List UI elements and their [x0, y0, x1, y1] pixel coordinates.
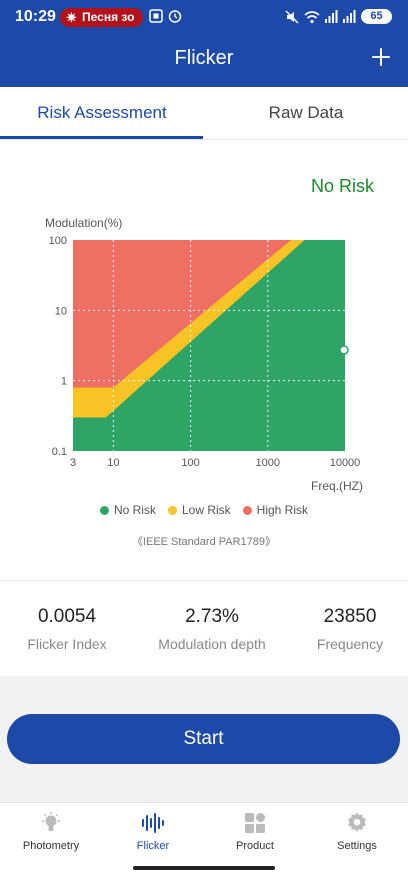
x-tick-label: 10 — [107, 457, 119, 469]
legend-label-low-risk: Low Risk — [181, 503, 231, 517]
y-tick-label: 10 — [55, 305, 67, 317]
x-tick-label: 10000 — [330, 457, 361, 469]
y-tick-label: 0.1 — [52, 446, 67, 458]
signal-icon-2 — [343, 10, 356, 23]
metric-value: 0.0054 — [37, 606, 97, 627]
legend-dot-no-risk — [99, 505, 109, 515]
legend-item-high-risk: High Risk — [242, 503, 309, 517]
standard-reference: 《IEEE Standard PAR1789》 — [131, 536, 277, 548]
legend-item-no-risk: No Risk — [99, 503, 156, 517]
gesture-handle[interactable] — [133, 866, 275, 870]
legend-dot-high-risk — [242, 505, 252, 515]
plus-icon[interactable] — [368, 44, 394, 70]
nav-item-photometry[interactable]: Photometry — [0, 803, 102, 861]
screen-capture-icon — [149, 9, 163, 23]
metric-value: 2.73% — [185, 606, 239, 627]
legend-label-no-risk: No Risk — [113, 503, 156, 517]
risk-chart: Modulation(%) 100 10 1 0.1 3 10 100 1000 10000 F… — [0, 200, 408, 560]
y-tick-label: 100 — [49, 235, 67, 247]
tab-bar: Risk Assessment Raw Data — [0, 87, 408, 140]
chart-plot: 100 10 1 0.13 10 100 1000 10000 — [49, 235, 361, 469]
nav-label: Photometry — [22, 840, 80, 852]
nav-label: Flicker — [136, 840, 170, 852]
status-time: 10:29 — [15, 8, 56, 25]
grid-icon — [245, 813, 265, 833]
metric-modulation-depth: 2.73% Modulation depth — [152, 606, 272, 652]
nav-label: Settings — [337, 840, 377, 852]
y-tick-label: 1 — [61, 376, 67, 388]
page-title: Flicker — [174, 47, 234, 69]
bottom-navigation: Photometry Flicker Product Settings — [0, 802, 408, 860]
chart-y-axis-label: Modulation(%) — [45, 216, 123, 230]
legend-item-low-risk: Low Risk — [167, 503, 231, 517]
x-tick-label: 1000 — [256, 457, 280, 469]
notification-text: Песня зо — [82, 10, 135, 24]
measurement-marker — [339, 345, 349, 355]
active-tab-indicator — [0, 136, 203, 139]
metric-label: Flicker Index — [27, 636, 107, 652]
metric-label: Frequency — [316, 636, 384, 652]
bulb-icon — [42, 812, 60, 831]
waveform-icon — [142, 813, 164, 833]
start-button[interactable]: Start — [7, 714, 400, 764]
timer-icon — [168, 10, 182, 23]
tab-raw-data[interactable]: Raw Data — [268, 103, 344, 122]
nav-item-settings[interactable]: Settings — [306, 803, 408, 861]
status-bar: 10:29 ✷ Песня зо 65 — [0, 0, 408, 34]
x-tick-label: 3 — [70, 457, 76, 469]
x-tick-label: 100 — [181, 457, 199, 469]
media-notification-pill[interactable]: ✷ Песня зо — [60, 8, 143, 27]
mute-icon — [285, 9, 299, 24]
battery-indicator: 65 — [361, 9, 392, 24]
metric-value: 23850 — [323, 606, 377, 627]
wifi-icon — [304, 10, 320, 23]
top-app-bar: Flicker — [0, 34, 408, 87]
metric-flicker-index: 0.0054 Flicker Index — [20, 606, 114, 652]
gear-icon — [348, 812, 366, 832]
nav-item-flicker[interactable]: Flicker — [102, 803, 204, 861]
tab-risk-assessment[interactable]: Risk Assessment — [37, 103, 167, 122]
metric-frequency: 23850 Frequency — [308, 606, 392, 652]
sparkle-icon: ✷ — [66, 10, 77, 25]
legend-dot-low-risk — [167, 505, 177, 515]
signal-icon-1 — [325, 10, 338, 23]
chart-x-axis-label: Freq.(HZ) — [311, 479, 363, 493]
metric-label: Modulation depth — [158, 636, 266, 652]
legend-label-high-risk: High Risk — [256, 503, 309, 517]
nav-label: Product — [236, 840, 274, 852]
chart-legend: No Risk Low Risk High Risk — [0, 503, 408, 517]
risk-result-text: No Risk — [310, 176, 374, 196]
section-divider — [0, 580, 408, 581]
nav-item-product[interactable]: Product — [204, 803, 306, 861]
no-risk-area — [73, 240, 345, 451]
